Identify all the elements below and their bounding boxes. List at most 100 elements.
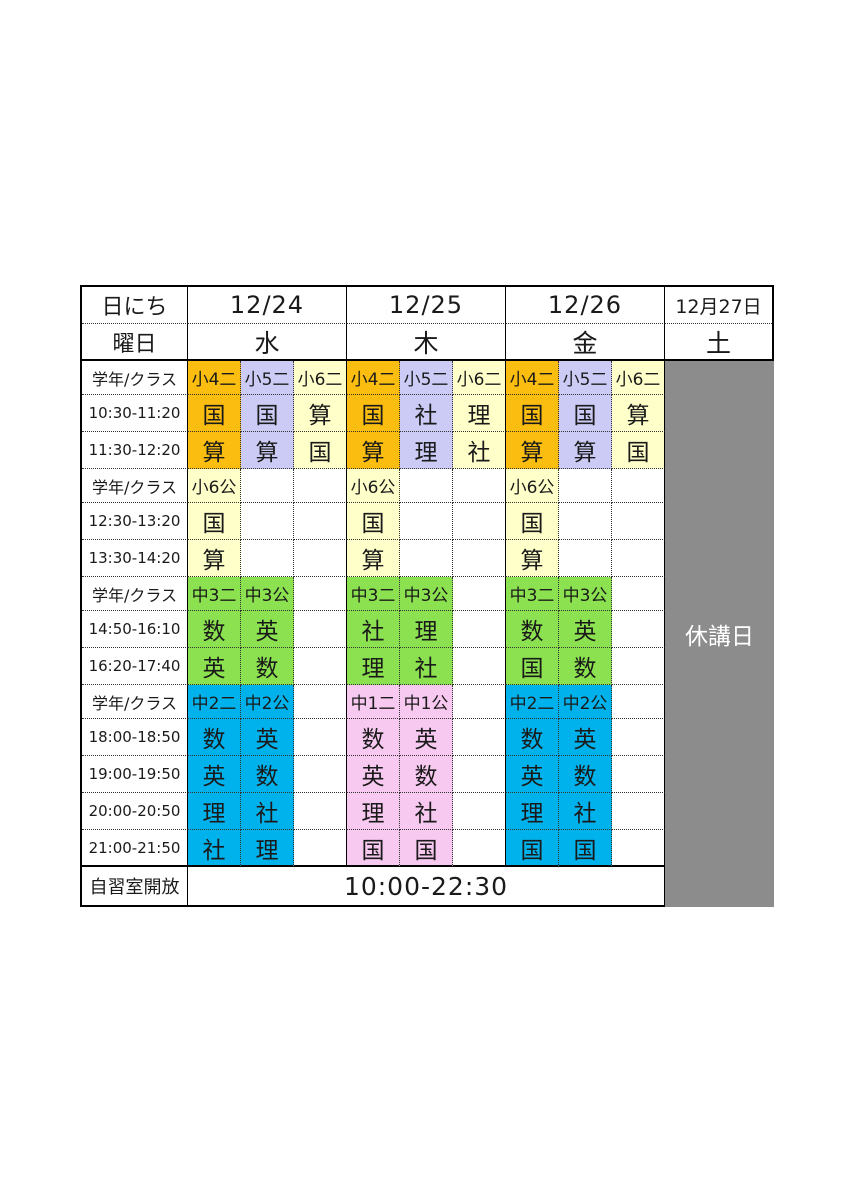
subject-cell: 社 — [188, 830, 241, 867]
empty-cell — [612, 830, 665, 867]
empty-cell — [612, 503, 665, 540]
subject-cell: 算 — [188, 540, 241, 577]
subject-cell: 国 — [347, 395, 400, 432]
subject-cell: 社 — [400, 648, 453, 685]
class-name-cell: 小5二 — [559, 361, 612, 395]
subject-cell: 英 — [241, 611, 294, 648]
subject-cell: 社 — [559, 793, 612, 830]
subject-cell: 社 — [453, 432, 506, 469]
subject-cell: 算 — [347, 432, 400, 469]
subject-cell: 英 — [559, 719, 612, 756]
empty-cell — [559, 503, 612, 540]
subject-cell: 数 — [188, 611, 241, 648]
subject-cell: 理 — [400, 432, 453, 469]
empty-cell — [294, 577, 347, 611]
empty-cell — [612, 719, 665, 756]
subject-cell: 算 — [612, 395, 665, 432]
subject-cell: 理 — [453, 395, 506, 432]
time-row-label: 18:00-18:50 — [82, 719, 188, 756]
subject-cell: 英 — [241, 719, 294, 756]
subject-cell: 英 — [559, 611, 612, 648]
class-name-cell: 小6二 — [294, 361, 347, 395]
subject-cell: 国 — [188, 503, 241, 540]
class-name-cell: 小4二 — [506, 361, 559, 395]
subject-cell: 理 — [188, 793, 241, 830]
subject-cell: 数 — [506, 611, 559, 648]
class-row-label: 学年/クラス — [82, 685, 188, 719]
class-name-cell: 中3二 — [188, 577, 241, 611]
class-name-cell: 中2公 — [241, 685, 294, 719]
class-name-cell: 小6二 — [612, 361, 665, 395]
subject-cell: 数 — [241, 648, 294, 685]
closed-day-cell: 休講日 — [665, 361, 774, 907]
time-row-label: 12:30-13:20 — [82, 503, 188, 540]
weekday-cell: 土 — [665, 324, 772, 361]
class-row-label: 学年/クラス — [82, 577, 188, 611]
date-cell: 12/24 — [188, 287, 347, 324]
subject-cell: 算 — [506, 432, 559, 469]
empty-cell — [559, 540, 612, 577]
study-room-hours: 10:00-22:30 — [188, 867, 665, 905]
subject-cell: 国 — [241, 395, 294, 432]
empty-cell — [294, 719, 347, 756]
class-name-cell: 小4二 — [347, 361, 400, 395]
empty-cell — [453, 469, 506, 503]
subject-cell: 数 — [347, 719, 400, 756]
time-row-label: 21:00-21:50 — [82, 830, 188, 867]
subject-cell: 英 — [400, 719, 453, 756]
time-row-label: 16:20-17:40 — [82, 648, 188, 685]
subject-cell: 数 — [241, 756, 294, 793]
weekday-cell: 金 — [506, 324, 665, 361]
subject-cell: 国 — [612, 432, 665, 469]
empty-cell — [453, 719, 506, 756]
class-name-cell: 小5二 — [241, 361, 294, 395]
subject-cell: 算 — [559, 432, 612, 469]
date-cell: 12/25 — [347, 287, 506, 324]
subject-cell: 社 — [347, 611, 400, 648]
subject-cell: 理 — [347, 648, 400, 685]
empty-cell — [241, 503, 294, 540]
subject-cell: 国 — [506, 648, 559, 685]
subject-cell: 国 — [400, 830, 453, 867]
empty-cell — [453, 503, 506, 540]
time-row-label: 10:30-11:20 — [82, 395, 188, 432]
class-name-cell: 中2二 — [188, 685, 241, 719]
class-row-label: 学年/クラス — [82, 361, 188, 395]
class-name-cell: 小6公 — [506, 469, 559, 503]
subject-cell: 理 — [347, 793, 400, 830]
subject-cell: 国 — [559, 830, 612, 867]
weekday-cell: 木 — [347, 324, 506, 361]
empty-cell — [294, 469, 347, 503]
class-name-cell: 中3公 — [400, 577, 453, 611]
empty-cell — [400, 469, 453, 503]
empty-cell — [612, 685, 665, 719]
empty-cell — [294, 756, 347, 793]
empty-cell — [294, 611, 347, 648]
time-row-label: 13:30-14:20 — [82, 540, 188, 577]
subject-cell: 算 — [188, 432, 241, 469]
empty-cell — [453, 540, 506, 577]
subject-cell: 英 — [188, 756, 241, 793]
date-cell: 12月27日 — [665, 287, 772, 324]
class-name-cell: 中3二 — [506, 577, 559, 611]
empty-cell — [453, 577, 506, 611]
empty-cell — [241, 540, 294, 577]
class-name-cell: 小5二 — [400, 361, 453, 395]
subject-cell: 国 — [347, 503, 400, 540]
empty-cell — [294, 830, 347, 867]
date-cell: 12/26 — [506, 287, 665, 324]
subject-cell: 社 — [241, 793, 294, 830]
empty-cell — [612, 577, 665, 611]
subject-cell: 英 — [506, 756, 559, 793]
class-name-cell: 中2公 — [559, 685, 612, 719]
empty-cell — [453, 611, 506, 648]
weekday-cell: 水 — [188, 324, 347, 361]
empty-cell — [453, 648, 506, 685]
subject-cell: 国 — [347, 830, 400, 867]
weekday-header-label: 曜日 — [82, 324, 188, 361]
subject-cell: 数 — [506, 719, 559, 756]
empty-cell — [294, 648, 347, 685]
subject-cell: 英 — [347, 756, 400, 793]
subject-cell: 英 — [188, 648, 241, 685]
